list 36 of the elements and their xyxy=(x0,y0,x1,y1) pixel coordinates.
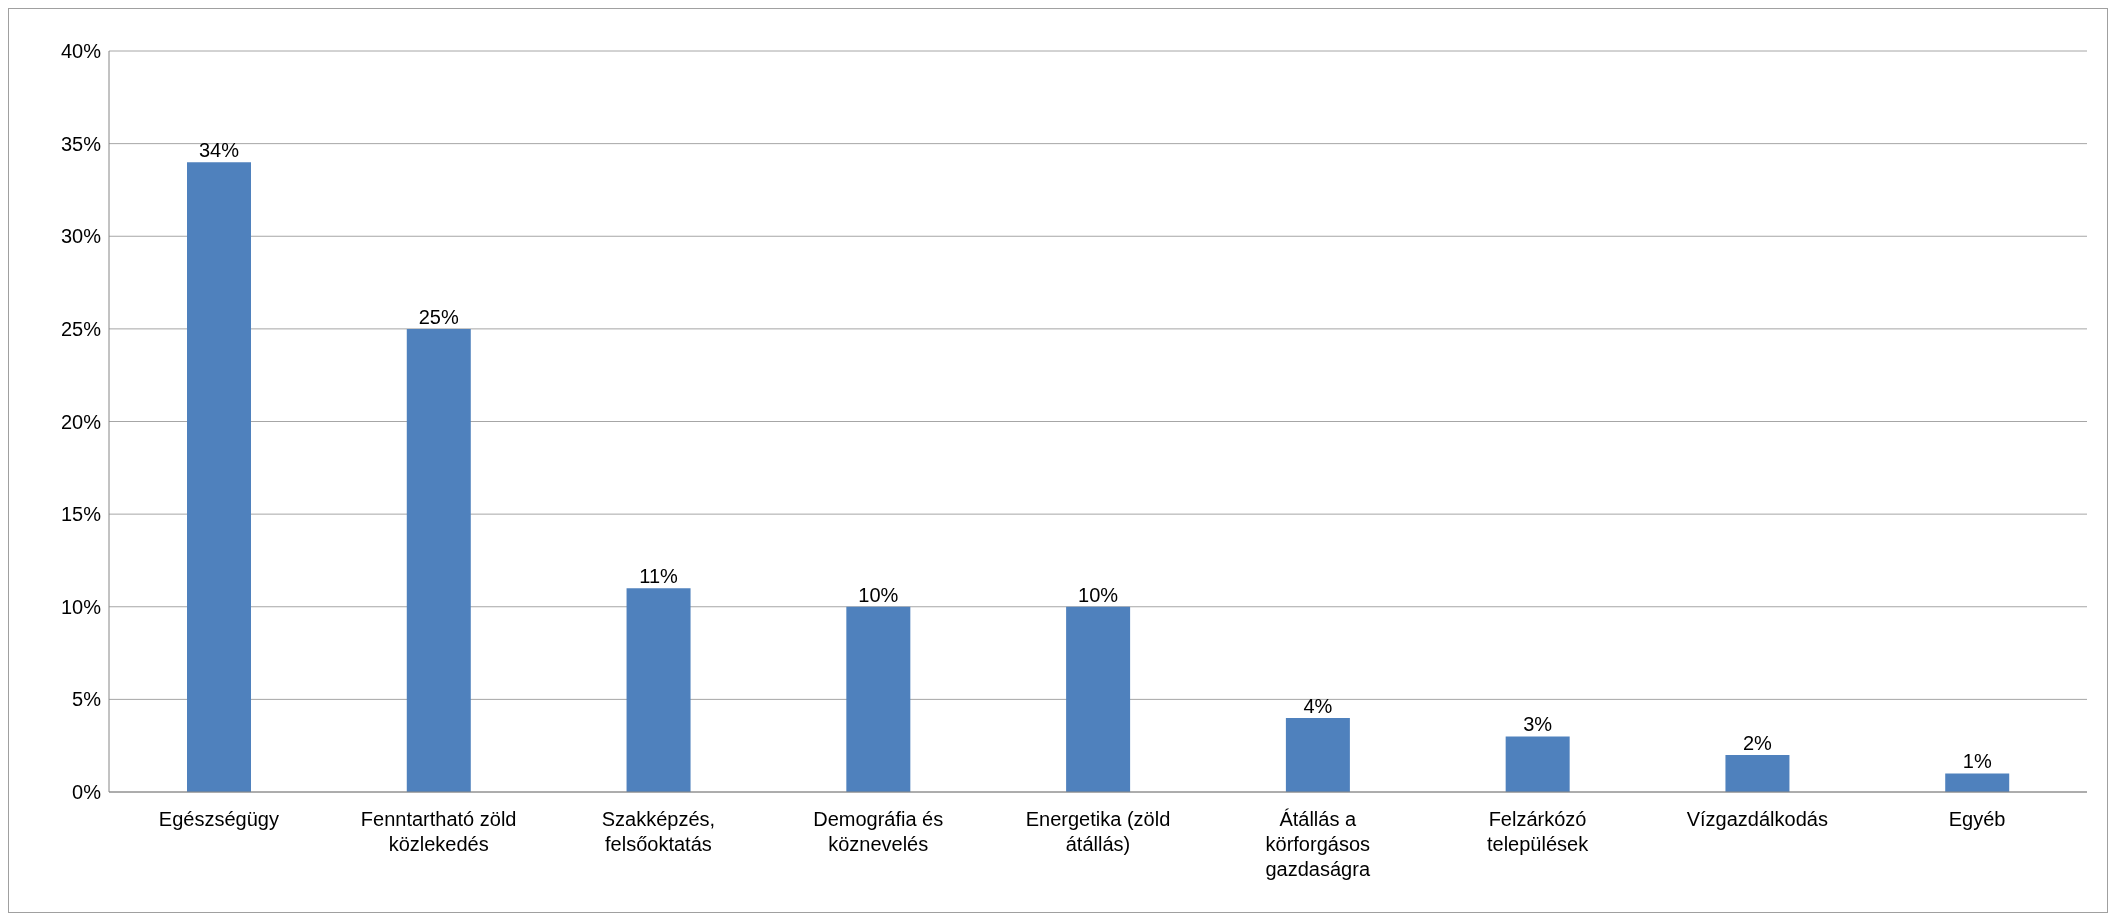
x-tick-label: Felzárkózó települések xyxy=(1486,808,1590,855)
data-label: 10% xyxy=(858,583,899,606)
data-label: 1% xyxy=(1962,750,1992,773)
data-label: 11% xyxy=(639,565,679,588)
data-label: 3% xyxy=(1523,713,1553,736)
data-label: 25% xyxy=(418,305,460,328)
bar xyxy=(1285,717,1350,792)
bar xyxy=(1725,754,1790,792)
bar xyxy=(406,328,471,792)
x-tick-label: Szakképzés, felsőoktatás xyxy=(601,808,716,855)
x-tick-label: Demográfia és köznevelés xyxy=(813,808,944,855)
y-tick-label: 35% xyxy=(60,132,102,155)
y-tick-label: 25% xyxy=(60,317,102,340)
y-tick-label: 20% xyxy=(60,410,102,433)
bar xyxy=(1066,606,1131,792)
bar xyxy=(626,588,691,792)
data-label: 34% xyxy=(198,139,240,162)
y-tick-label: 10% xyxy=(60,595,102,618)
x-tick-label: Egyéb xyxy=(1948,808,2006,830)
x-tick-label: Egészségügy xyxy=(158,808,279,830)
x-tick-label: Vízgazdálkodás xyxy=(1686,808,1828,830)
y-tick-label: 30% xyxy=(60,225,102,248)
data-label: 4% xyxy=(1303,694,1333,717)
y-tick-label: 15% xyxy=(60,503,102,526)
bar xyxy=(846,606,911,792)
y-tick-label: 40% xyxy=(60,40,102,63)
y-tick-label: 5% xyxy=(72,688,102,711)
y-tick-label: 0% xyxy=(72,781,102,804)
data-label: 2% xyxy=(1742,731,1773,754)
bar xyxy=(187,162,251,792)
bar xyxy=(1505,736,1570,792)
x-tick-label: Energetika (zöld átállás) xyxy=(1025,808,1171,855)
data-label: 10% xyxy=(1078,583,1119,606)
x-tick-label: Fenntartható zöld közlekedés xyxy=(360,808,517,855)
x-tick-label: Átállás a körforgásos gazdaságra xyxy=(1265,808,1371,880)
bar xyxy=(1945,773,2010,792)
